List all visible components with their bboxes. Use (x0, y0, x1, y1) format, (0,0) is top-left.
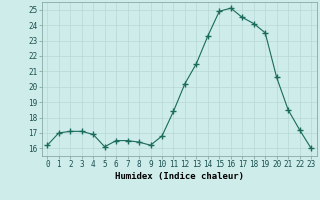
X-axis label: Humidex (Indice chaleur): Humidex (Indice chaleur) (115, 172, 244, 181)
